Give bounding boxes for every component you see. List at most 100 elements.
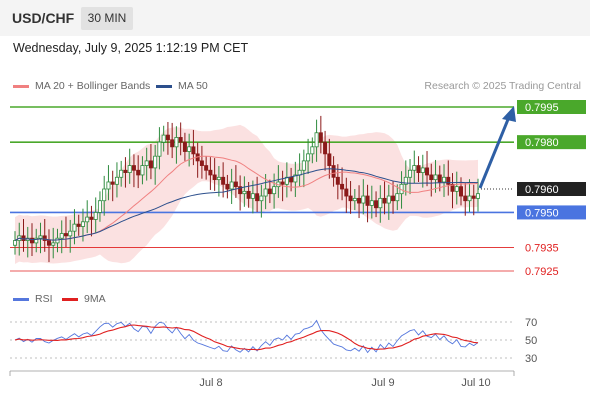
candle-body [314,132,319,148]
candle-body [293,174,298,183]
candle-body [229,181,234,190]
candle-body [357,197,362,204]
candle-body [76,223,81,227]
candle-body [165,134,170,141]
candle-body [42,235,47,241]
candle-body [429,174,434,181]
datetime-label: Wednesday, July 9, 2025 1:12:19 PM CET [13,41,249,55]
candle-body [216,176,221,181]
candle-body [199,160,204,166]
candle-body [408,169,413,178]
candle-body [250,193,255,199]
bollinger-band [15,124,478,265]
rsi-line [14,319,479,354]
candles [12,115,480,263]
chart-header: USD/CHF 30 MIN [0,0,590,36]
rsi-swatch [13,297,29,301]
candle-body [344,188,349,197]
candle-body [467,195,472,202]
candle-body [471,195,476,199]
candle-body [437,174,442,183]
candle-body [323,141,328,155]
rsi-level-label: 70 [525,317,537,329]
candle-body [204,165,209,171]
ma50-label: MA 50 [178,80,208,92]
candle-body [29,237,34,244]
ma50-line [14,168,479,241]
candle-body [459,186,464,197]
candle-body [454,186,459,192]
candle-body [21,235,26,241]
candle-body [386,195,391,204]
candle-body [55,237,60,244]
candle-body [127,165,132,173]
candle-body [161,134,166,143]
candle-body [34,237,39,244]
timeframe-button[interactable]: 30 MIN [81,7,133,30]
candle-body [106,181,111,190]
ma9-label: 9MA [84,293,106,305]
candle-body [131,165,136,171]
candle-body [318,132,323,143]
candle-body [208,169,213,176]
candle-body [301,160,306,171]
ma50-swatch [156,84,172,88]
candle-body [68,230,73,237]
level-label-0.7980: 0.7980 [525,137,559,149]
candle-body [170,139,175,148]
candle-body [46,240,51,246]
candle-body [153,155,158,169]
candle-body [51,242,56,246]
candle-body [442,176,447,183]
ma20-swatch [13,84,29,88]
legend-ma20: MA 20 + Bollinger Bands [13,80,150,92]
rsi-level-label: 30 [525,353,537,365]
candle-body [174,137,179,148]
candle-body [361,195,366,204]
candle-body [259,195,264,202]
candle-body [310,146,315,155]
forecast-arrow-shaft [478,116,511,189]
candle-body [395,193,400,202]
candle-body [246,190,251,199]
candle-body [233,181,238,188]
candle-body [280,181,285,185]
forecast-arrow-head [502,106,516,122]
x-tick-label: Jul 9 [371,377,394,389]
candle-body [433,174,438,181]
candle-body [123,169,128,173]
candle-body [144,160,149,166]
candle-body [119,169,124,178]
candle-body [289,176,294,183]
level-label-0.7935: 0.7935 [525,243,559,255]
level-tag-0.7950 [517,205,586,220]
candle-body [369,200,374,206]
x-tick-label: Jul 10 [461,377,490,389]
candle-body [348,195,353,202]
candle-body [412,165,417,171]
legend-9ma: 9MA [62,293,106,305]
symbol-label: USD/CHF [12,10,75,26]
candle-body [242,190,247,195]
candle-body [93,212,98,220]
candle-body [80,221,85,227]
candle-body [97,200,102,213]
candle-body [335,176,340,185]
candle-body [102,188,107,202]
candle-body [374,200,379,209]
candle-body [59,233,64,239]
level-label-0.7925: 0.7925 [525,266,559,278]
candle-body [182,141,187,152]
candle-body [382,197,387,204]
candle-body [365,195,370,206]
legend-rsi: RSI [13,293,53,305]
candle-body [148,160,153,169]
level-tag-0.7995 [517,100,586,114]
candle-body [191,146,196,155]
rsi-label: RSI [35,293,53,305]
candle-body [446,176,451,185]
rsi-ma-line [14,324,479,351]
candle-body [420,167,425,174]
credit-label: Research © 2025 Trading Central [424,80,581,92]
